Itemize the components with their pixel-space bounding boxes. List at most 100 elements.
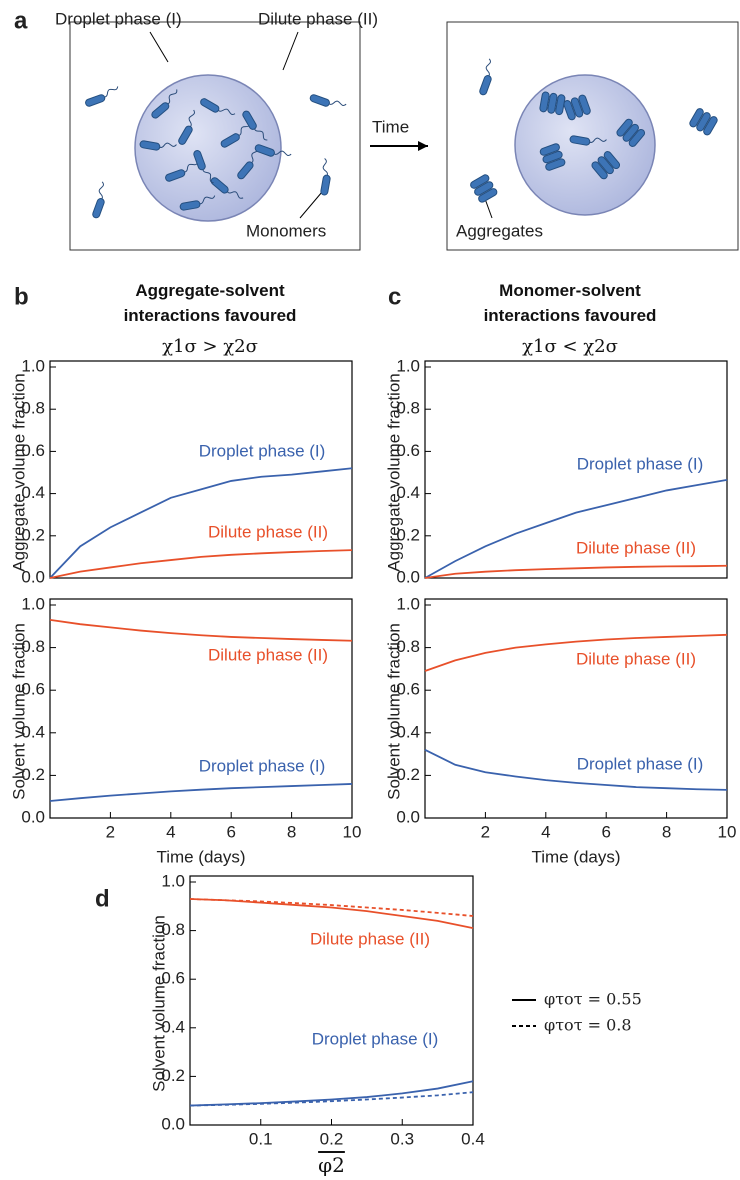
monomer <box>569 135 591 146</box>
plot-frame <box>424 598 728 819</box>
leader-line <box>149 31 169 63</box>
y-tick-label: 0.8 <box>396 399 420 418</box>
series-label: Droplet phase (I) <box>577 454 704 473</box>
y-tick-label: 0.0 <box>21 567 45 586</box>
aggregate-rod <box>563 100 576 121</box>
y-tick-label: 0.0 <box>21 807 45 826</box>
monomer <box>165 169 186 182</box>
y-tick-label: 0.4 <box>396 722 420 741</box>
series-line <box>49 467 353 579</box>
y-tick-label: 1.0 <box>396 594 420 613</box>
monomer <box>210 177 229 194</box>
y-axis-label: Aggregate volume fraction <box>9 373 28 571</box>
y-tick-label: 0.6 <box>396 680 420 699</box>
y-tick-label: 0.8 <box>161 920 185 939</box>
y-tick-label: 1.0 <box>21 356 45 375</box>
series-line <box>49 783 353 802</box>
y-tick-label: 0.0 <box>396 567 420 586</box>
annotation: Aggregates <box>456 221 543 240</box>
monomer <box>193 150 206 171</box>
annotation: Dilute phase (II) <box>258 9 378 28</box>
aggregate-rod <box>470 174 490 189</box>
series-line <box>189 898 474 930</box>
aggregate-rod <box>628 128 646 147</box>
plot-frame <box>49 360 353 579</box>
panel-label: d <box>95 885 110 912</box>
scene-box <box>446 21 739 251</box>
x-tick-label: 8 <box>662 822 671 841</box>
y-tick-label: 0.6 <box>21 680 45 699</box>
y-axis-label: Solvent volume fraction <box>384 623 403 800</box>
x-tick-label: 10 <box>718 822 737 841</box>
arrow-label: Time <box>372 117 409 136</box>
series-line <box>189 898 474 917</box>
series-line <box>49 549 353 579</box>
x-axis-label: φ2 <box>318 1153 345 1177</box>
aggregate-rod <box>696 112 711 132</box>
x-tick-label: 2 <box>481 822 490 841</box>
aggregate-rod <box>570 97 584 118</box>
panel-label: b <box>14 283 29 310</box>
series-line <box>49 619 353 642</box>
aggregate-rod <box>616 118 633 137</box>
arrow-head <box>418 141 428 151</box>
plot-frame <box>189 875 474 1126</box>
leader-line <box>282 31 299 71</box>
series-label: Dilute phase (II) <box>576 649 696 668</box>
aggregate-rod <box>703 116 718 136</box>
x-axis-label: Time (days) <box>531 847 620 866</box>
y-axis-label: Solvent volume fraction <box>149 915 168 1092</box>
aggregate-rod <box>542 150 563 164</box>
monomer <box>254 144 275 157</box>
scene-box <box>69 21 361 251</box>
x-tick-label: 8 <box>287 822 296 841</box>
y-tick-label: 0.2 <box>161 1066 185 1085</box>
monomer <box>220 133 240 148</box>
chart-title: Monomer-solvent interactions favoured <box>483 281 657 325</box>
y-tick-label: 0.0 <box>161 1114 185 1133</box>
y-tick-label: 1.0 <box>161 871 185 890</box>
aggregate-rod <box>545 158 566 171</box>
y-tick-label: 0.4 <box>21 483 45 502</box>
aggregate-rod <box>603 151 621 170</box>
x-tick-label: 6 <box>226 822 235 841</box>
series-label: Dilute phase (II) <box>208 522 328 541</box>
aggregate-rod <box>547 92 558 114</box>
x-tick-label: 10 <box>343 822 362 841</box>
series-line <box>424 564 728 579</box>
chart-subtitle: χ1σ < χ2σ <box>522 336 618 357</box>
y-tick-label: 0.6 <box>396 441 420 460</box>
series-line <box>424 749 728 791</box>
annotation: Droplet phase (I) <box>312 1029 439 1048</box>
x-tick-label: 0.4 <box>461 1129 485 1148</box>
y-tick-label: 1.0 <box>21 594 45 613</box>
plot-frame <box>424 360 728 579</box>
series-line <box>424 633 728 672</box>
aggregate-rod <box>539 143 560 156</box>
series-label: Dilute phase (II) <box>208 645 328 664</box>
plot-frame <box>49 598 353 819</box>
y-tick-label: 0.4 <box>396 483 420 502</box>
x-tick-label: 0.1 <box>249 1129 273 1148</box>
aggregate-rod <box>478 188 498 203</box>
y-tick-label: 0.0 <box>396 807 420 826</box>
monomer <box>85 94 106 107</box>
x-axis-label: Time (days) <box>156 847 245 866</box>
x-tick-label: 2 <box>106 822 115 841</box>
monomer <box>178 125 193 145</box>
series-label: Droplet phase (I) <box>577 754 704 773</box>
x-tick-label: 0.2 <box>320 1129 344 1148</box>
monomer <box>479 75 492 96</box>
series-line <box>424 478 728 579</box>
annotation: Dilute phase (II) <box>310 929 430 948</box>
y-tick-label: 0.6 <box>161 969 185 988</box>
y-tick-label: 0.8 <box>21 399 45 418</box>
y-tick-label: 0.2 <box>396 765 420 784</box>
y-tick-label: 0.4 <box>161 1017 185 1036</box>
leader-line <box>299 191 323 219</box>
monomer <box>237 161 254 180</box>
x-tick-label: 6 <box>601 822 610 841</box>
aggregate-rod <box>555 94 566 116</box>
monomer <box>320 174 331 196</box>
